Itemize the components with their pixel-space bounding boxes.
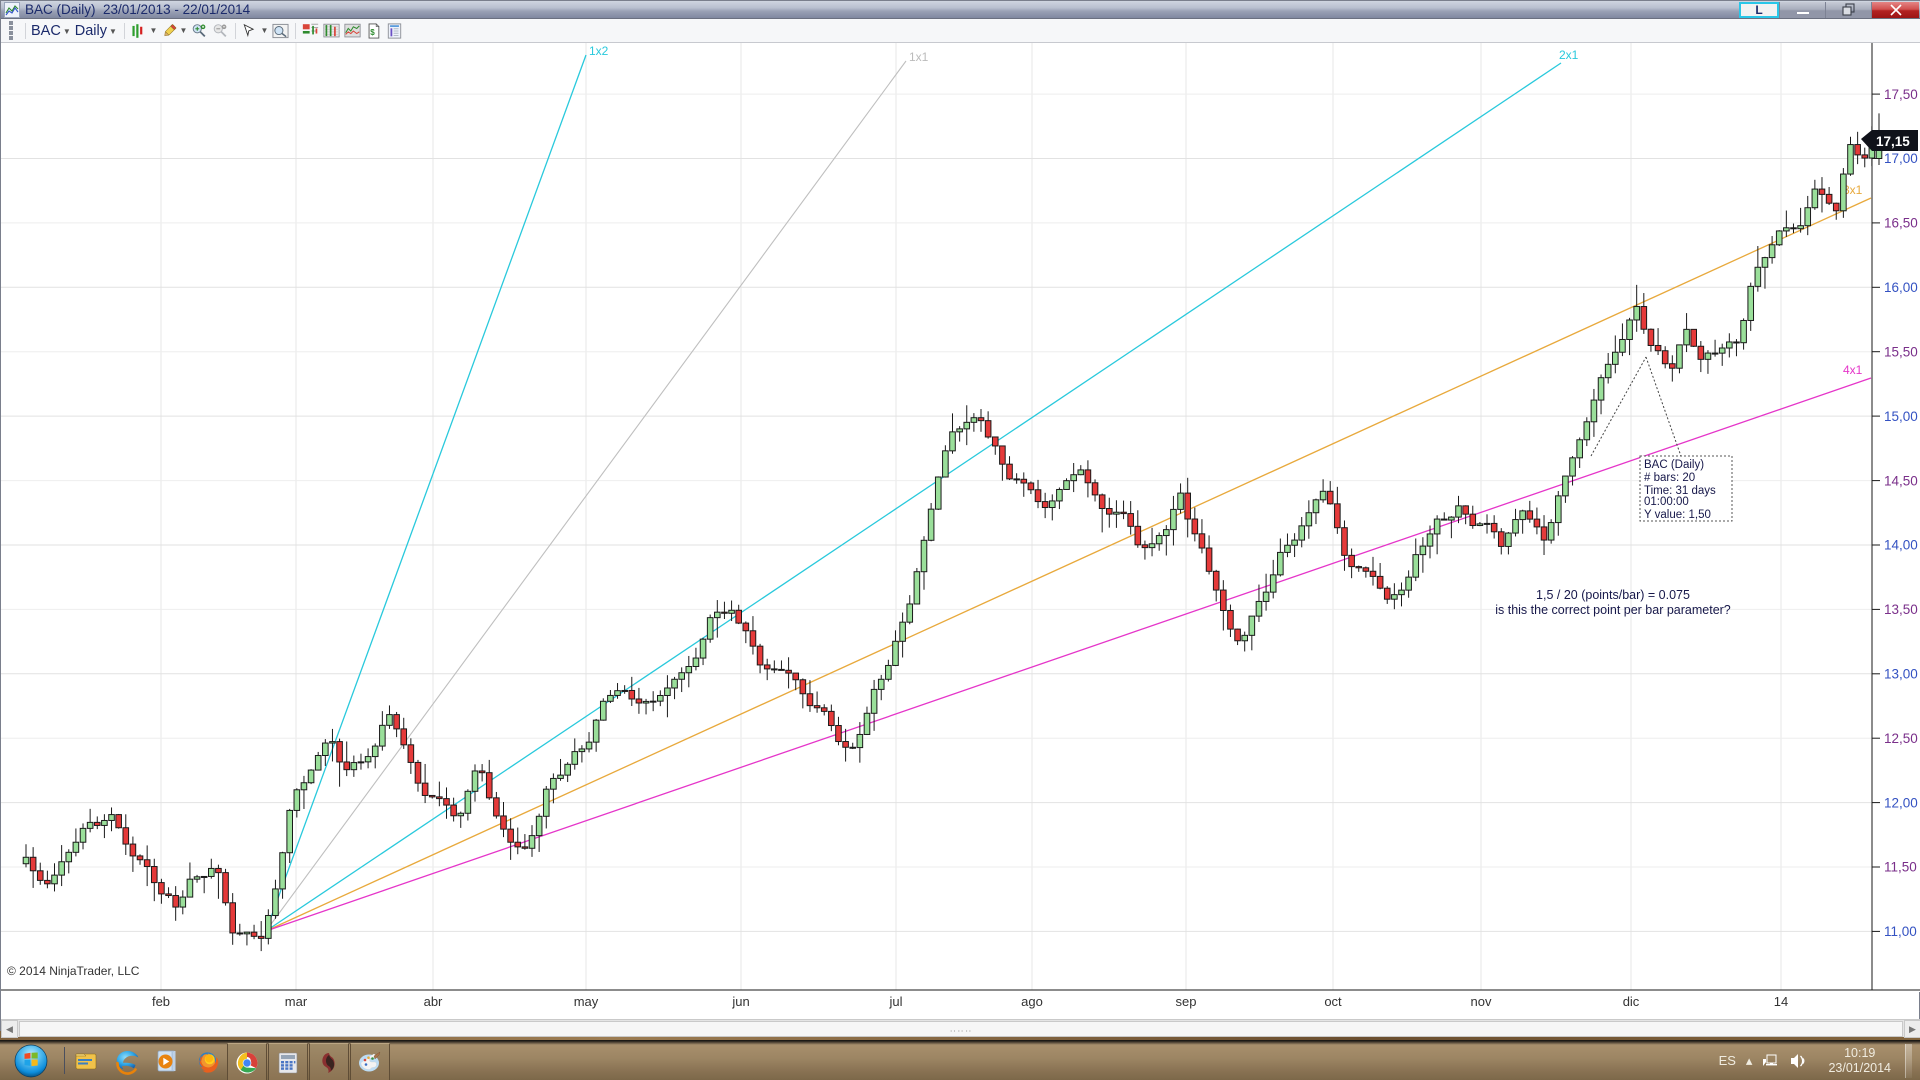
svg-text:01:00:00: 01:00:00 — [1644, 496, 1689, 508]
svg-text:13,00: 13,00 — [1884, 667, 1918, 682]
svg-text:16,00: 16,00 — [1884, 280, 1918, 295]
svg-text:1x2: 1x2 — [589, 44, 609, 58]
svg-text:15,00: 15,00 — [1884, 409, 1918, 424]
svg-text:17,00: 17,00 — [1884, 151, 1918, 166]
svg-text:14,00: 14,00 — [1884, 538, 1918, 553]
svg-text:12,50: 12,50 — [1884, 731, 1918, 746]
svg-text:2x1: 2x1 — [1559, 48, 1579, 62]
svg-text:is this the correct point per: is this the correct point per bar parame… — [1495, 603, 1731, 617]
svg-text:1,5 / 20 (points/bar) = 0.075: 1,5 / 20 (points/bar) = 0.075 — [1536, 588, 1690, 602]
svg-text:$: $ — [370, 28, 375, 37]
svg-text:4x1: 4x1 — [1843, 363, 1863, 377]
svg-text:13,50: 13,50 — [1884, 602, 1918, 617]
svg-text:15,50: 15,50 — [1884, 344, 1918, 359]
svg-text:16,50: 16,50 — [1884, 216, 1918, 231]
svg-text:BAC (Daily): BAC (Daily) — [1644, 459, 1704, 471]
svg-text:Y value: 1,50: Y value: 1,50 — [1644, 509, 1711, 521]
svg-text:17,50: 17,50 — [1884, 87, 1918, 102]
svg-text:11,00: 11,00 — [1884, 924, 1917, 939]
svg-text:14,50: 14,50 — [1884, 473, 1918, 488]
svg-text:12,00: 12,00 — [1884, 795, 1918, 810]
svg-text:17,15: 17,15 — [1876, 134, 1910, 149]
svg-text:# bars: 20: # bars: 20 — [1644, 472, 1695, 484]
svg-text:1x1: 1x1 — [909, 50, 929, 64]
svg-text:11,50: 11,50 — [1884, 860, 1917, 875]
